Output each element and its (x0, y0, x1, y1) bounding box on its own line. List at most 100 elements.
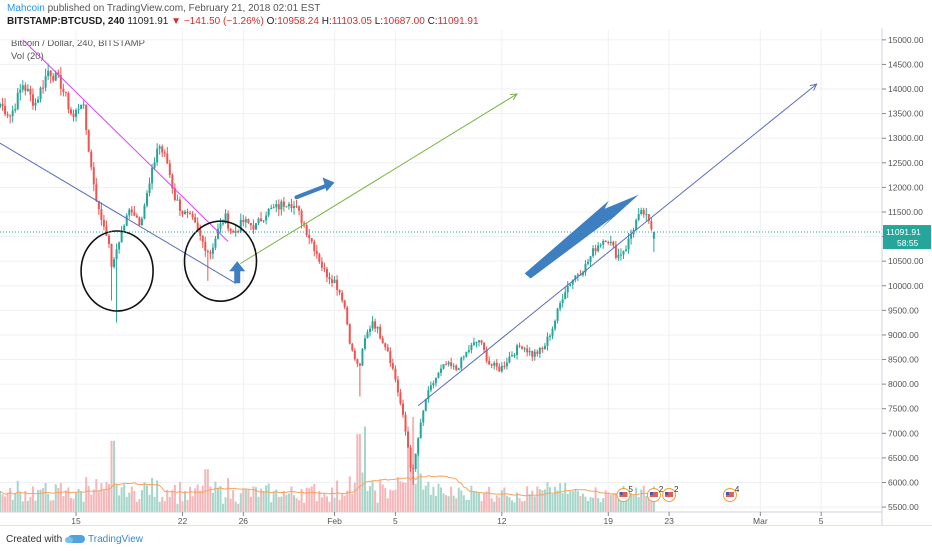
candle-body (275, 204, 278, 208)
candle (341, 290, 344, 303)
candle (523, 346, 526, 353)
candle-body (480, 340, 483, 343)
tradingview-brand-link[interactable]: TradingView (88, 534, 144, 545)
candle-body (64, 91, 67, 93)
candle-body (252, 225, 255, 230)
volume-bar (554, 486, 557, 512)
volume-bar (526, 486, 529, 512)
price-tag-box (883, 225, 931, 250)
event-marker[interactable]: 2 (662, 485, 680, 502)
x-tick-label: 23 (664, 516, 674, 525)
volume-bar (518, 498, 521, 512)
candle-body (607, 242, 610, 244)
candle (561, 293, 564, 308)
candle (135, 213, 138, 218)
volume-bar (384, 488, 387, 512)
trendline[interactable] (417, 83, 817, 407)
volume-bar (325, 496, 328, 512)
candle (652, 231, 655, 252)
arrow-stroke[interactable] (294, 182, 332, 200)
candle (381, 335, 384, 344)
candle-body (118, 242, 121, 250)
candle-body (92, 167, 95, 185)
close-value: 11091.91 (437, 16, 479, 27)
volume-bar (338, 499, 341, 512)
y-tick-label: 10500.00 (888, 256, 924, 266)
hand-drawn-circle[interactable] (183, 220, 258, 302)
volume-bar (356, 434, 359, 512)
candle (186, 208, 189, 218)
author-link[interactable]: Mahcoin (7, 3, 45, 14)
volume-bar (247, 489, 250, 512)
volume-bar (645, 496, 648, 512)
candle-body (581, 272, 584, 276)
flag-canton (725, 492, 729, 495)
legend-title: Bitcoin / Dollar, 240, BITSTAMP (11, 38, 145, 49)
arrow-up-icon[interactable] (229, 261, 246, 284)
candle-body (138, 217, 141, 226)
candle (645, 208, 648, 221)
trendline[interactable] (240, 93, 518, 265)
candle-body (80, 105, 83, 110)
candle (178, 196, 181, 216)
volume-bar (422, 489, 425, 512)
y-tick-label: 10000.00 (888, 281, 924, 291)
candle-body (211, 247, 214, 254)
trendline[interactable] (0, 142, 236, 284)
candle (232, 229, 235, 233)
volume-bar (244, 489, 247, 512)
candle-body (429, 385, 432, 391)
candle (348, 323, 351, 345)
candle (9, 114, 12, 124)
hand-drawn-circle[interactable] (80, 230, 154, 312)
candle (336, 275, 339, 296)
trendline[interactable] (22, 39, 229, 242)
big-arrow-icon[interactable] (524, 194, 639, 279)
event-marker[interactable]: 2 (646, 485, 664, 502)
candle-body (556, 308, 559, 321)
volume-bar (551, 493, 554, 512)
candle-body (85, 104, 88, 131)
candle-body (478, 340, 481, 343)
volume-bar (546, 482, 549, 512)
candle (432, 380, 435, 389)
candle (516, 343, 519, 360)
candle-body (318, 254, 321, 262)
volume-bar (176, 503, 179, 512)
candle-body (450, 362, 453, 367)
x-tick-label: 5 (819, 516, 824, 525)
candle-body (452, 365, 455, 367)
volume-bar (394, 489, 397, 512)
volume-bar (617, 499, 620, 512)
candle (277, 199, 280, 216)
candle-body (75, 109, 78, 117)
candle (353, 347, 356, 361)
candle-body (146, 193, 148, 206)
volume-bar (173, 484, 176, 512)
candle (338, 289, 341, 296)
candle-body (1, 103, 4, 106)
event-marker[interactable]: 5 (616, 485, 634, 502)
volume-bar (115, 484, 118, 512)
volume-bar (128, 492, 131, 512)
candle (351, 342, 354, 352)
y-tick-label: 8500.00 (888, 355, 919, 365)
price-chart[interactable]: 5 2 2 45500.006000.006500.007000.007500.008… (0, 28, 932, 525)
candle-body (457, 368, 460, 370)
candle-body (105, 226, 108, 236)
volume-bar (156, 480, 159, 512)
candle-body (328, 277, 331, 280)
event-marker[interactable]: 4 (722, 485, 740, 502)
candle (19, 83, 22, 101)
volume-bar (508, 497, 511, 512)
candle (107, 233, 110, 248)
candle (130, 205, 133, 217)
candle (505, 357, 508, 370)
candle-body (627, 238, 630, 250)
candle-body (351, 343, 354, 351)
candle (619, 248, 622, 261)
candle-body (216, 228, 219, 239)
candle-body (614, 245, 617, 258)
candle (72, 109, 75, 122)
y-tick-label: 9000.00 (888, 330, 919, 340)
